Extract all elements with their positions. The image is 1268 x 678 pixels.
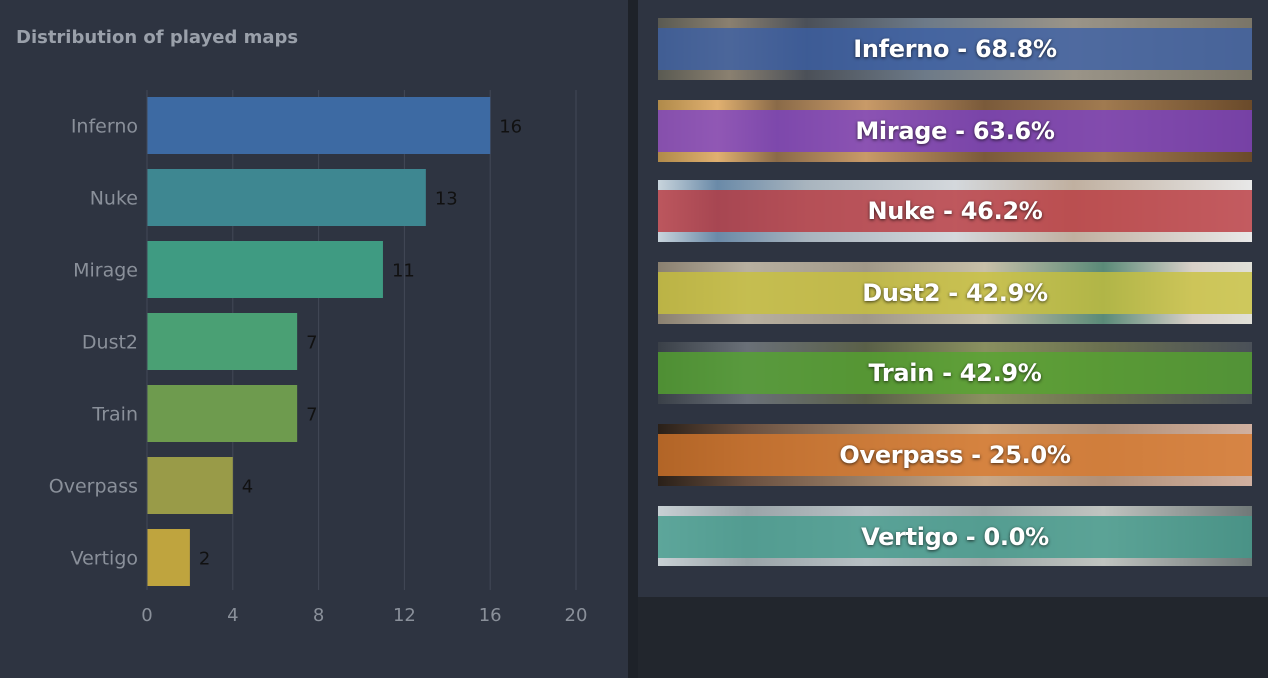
y-tick-label: Inferno — [71, 116, 138, 138]
map-banner-overpass[interactable]: Overpass - 25.0% — [658, 424, 1252, 486]
y-tick-label: Nuke — [90, 188, 138, 210]
map-winrate-panel: Inferno - 68.8% Mirage - 63.6% Nuke - 46… — [638, 0, 1268, 597]
banner-band — [658, 272, 1252, 314]
banner-label: Inferno - 68.8% — [853, 35, 1057, 63]
y-tick-label: Overpass — [49, 476, 138, 498]
x-tick-label: 8 — [313, 605, 324, 626]
data-label: 11 — [392, 261, 415, 282]
y-tick-label: Train — [91, 404, 138, 426]
bar — [147, 457, 233, 514]
data-label: 16 — [499, 117, 522, 138]
bar — [147, 241, 383, 298]
x-tick-label: 12 — [393, 605, 416, 626]
bar — [147, 529, 190, 586]
map-banner-dust2[interactable]: Dust2 - 42.9% — [658, 262, 1252, 324]
bar — [147, 385, 298, 442]
bar — [147, 313, 298, 370]
banner-band — [658, 434, 1252, 476]
data-label: 2 — [199, 549, 210, 570]
banner-label: Overpass - 25.0% — [839, 441, 1071, 469]
banner-band — [658, 352, 1252, 394]
banner-band — [658, 190, 1252, 232]
banner-label: Train - 42.9% — [868, 359, 1042, 387]
x-tick-label: 20 — [565, 605, 588, 626]
map-banner-train[interactable]: Train - 42.9% — [658, 342, 1252, 404]
banner-band — [658, 516, 1252, 558]
bar — [147, 97, 491, 154]
y-tick-label: Vertigo — [71, 548, 138, 570]
data-label: 4 — [242, 477, 253, 498]
chart-title: Distribution of played maps — [16, 27, 299, 48]
data-label: 7 — [306, 333, 317, 354]
x-tick-label: 16 — [479, 605, 502, 626]
banner-label: Vertigo - 0.0% — [861, 523, 1049, 551]
data-label: 13 — [435, 189, 458, 210]
bar — [147, 169, 426, 226]
banner-band — [658, 110, 1252, 152]
chart-panel: Distribution of played maps 0 4 8 12 16 20 Inf… — [0, 0, 628, 678]
banner-band — [658, 28, 1252, 70]
map-banner-inferno[interactable]: Inferno - 68.8% — [658, 18, 1252, 80]
banner-label: Nuke - 46.2% — [867, 197, 1043, 225]
data-label: 7 — [306, 405, 317, 426]
map-banner-nuke[interactable]: Nuke - 46.2% — [658, 180, 1252, 242]
page-footer-area — [638, 597, 1268, 678]
bar-chart: 0 4 8 12 16 20 Inferno 16 Nuke 13 Mirage 11 Dust2 7 Tr… — [49, 90, 588, 626]
banner-label: Dust2 - 42.9% — [862, 279, 1048, 307]
x-tick-label: 0 — [141, 605, 152, 626]
map-banner-mirage[interactable]: Mirage - 63.6% — [658, 100, 1252, 162]
map-banner-vertigo[interactable]: Vertigo - 0.0% — [658, 506, 1252, 566]
banner-label: Mirage - 63.6% — [855, 117, 1055, 145]
panel-divider — [628, 0, 638, 678]
y-tick-label: Mirage — [73, 260, 138, 282]
x-tick-label: 4 — [227, 605, 238, 626]
y-tick-label: Dust2 — [82, 332, 138, 354]
